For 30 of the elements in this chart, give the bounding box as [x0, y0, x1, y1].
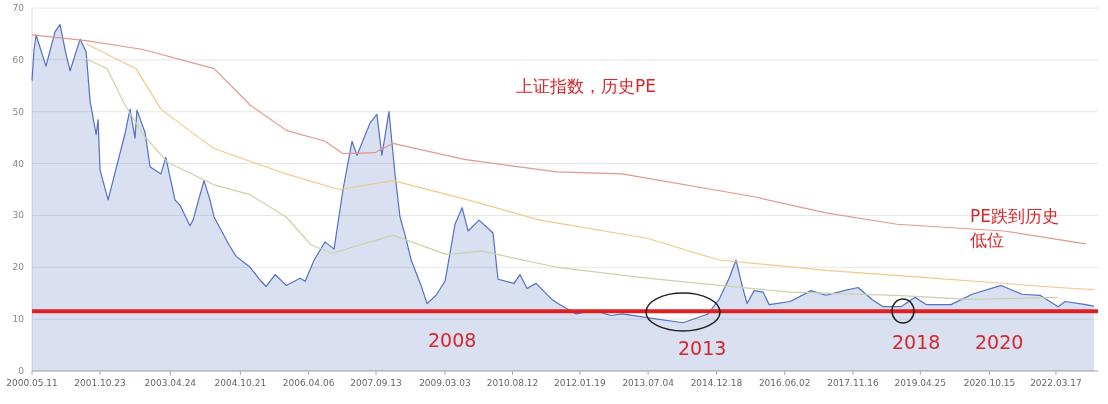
x-tick-label: 2004.10.21 [214, 378, 267, 388]
x-tick-label: 2006.04.06 [282, 378, 335, 388]
annotation: 2020 [975, 331, 1024, 353]
y-tick-label: 60 [12, 54, 25, 65]
y-tick-label: 40 [12, 158, 25, 169]
annotation: PE跌到历史低位 [970, 206, 1059, 250]
y-tick-label: 0 [18, 366, 25, 376]
x-tick-label: 2017.11.16 [827, 378, 879, 388]
x-tick-label: 2013.07.04 [622, 378, 675, 388]
x-tick-label: 2003.04.24 [144, 378, 197, 388]
y-tick-label: 50 [12, 106, 25, 117]
x-tick-label: 2012.01.19 [554, 378, 606, 388]
annotation: 2013 [678, 337, 727, 359]
annotation: 2008 [428, 329, 477, 351]
x-tick-label: 2010.08.12 [486, 378, 539, 388]
y-tick-label: 70 [12, 3, 25, 13]
y-tick-label: 30 [12, 210, 25, 221]
x-tick-label: 2007.09.13 [350, 378, 402, 388]
annotation: 上证指数，历史PE [516, 76, 656, 96]
x-tick-label: 2016.06.02 [758, 378, 811, 388]
x-tick-label: 2000.05.11 [6, 378, 58, 388]
x-tick-label: 2001.10.23 [74, 378, 126, 388]
x-tick-label: 2020.10.15 [963, 378, 1016, 388]
y-tick-label: 20 [12, 262, 25, 273]
x-tick-label: 2019.04.25 [894, 378, 947, 388]
x-tick-label: 2022.03.17 [1030, 378, 1082, 388]
y-tick-label: 10 [12, 314, 25, 325]
annotation: 2018 [892, 331, 941, 353]
x-tick-label: 2009.03.03 [419, 378, 471, 388]
x-tick-label: 2014.12.18 [690, 378, 743, 388]
